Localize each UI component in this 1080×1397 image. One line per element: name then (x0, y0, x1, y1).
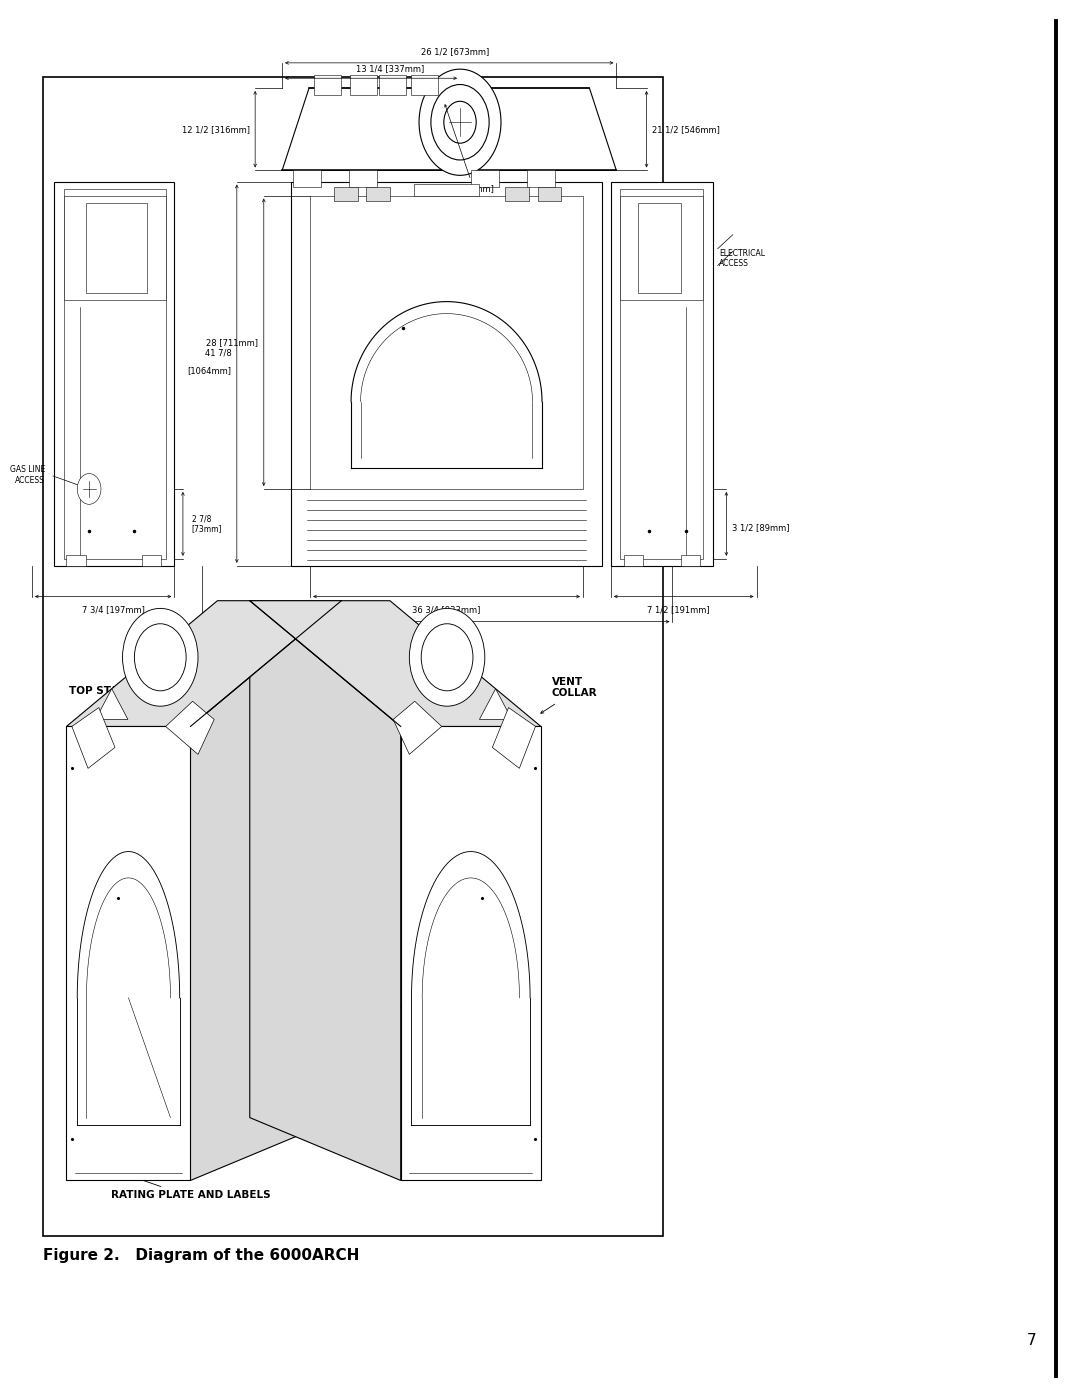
Bar (620, 189, 703, 559)
Circle shape (419, 68, 501, 176)
Bar (310, 196, 583, 489)
Text: TOP STANDOFFS: TOP STANDOFFS (69, 686, 165, 696)
Bar (141, 555, 161, 566)
Bar (334, 187, 357, 201)
Bar (471, 170, 499, 187)
Bar (505, 187, 529, 201)
Circle shape (78, 474, 100, 504)
Polygon shape (95, 689, 127, 719)
Text: HEAT SHIELD: HEAT SHIELD (411, 686, 488, 696)
Text: 47 5/8 [1209mm]: 47 5/8 [1209mm] (401, 630, 474, 638)
Bar (379, 75, 406, 95)
Polygon shape (249, 601, 401, 1180)
Bar (86, 203, 147, 293)
Text: ø8 5/8 [219mm]: ø8 5/8 [219mm] (427, 184, 494, 193)
Text: VENT
COLLAR: VENT COLLAR (552, 678, 597, 698)
Bar (293, 170, 321, 187)
Text: Figure 2.   Diagram of the 6000ARCH: Figure 2. Diagram of the 6000ARCH (43, 1248, 360, 1263)
Text: GAS CONTROLS: GAS CONTROLS (342, 1006, 433, 1016)
Text: 28 [711mm]: 28 [711mm] (206, 338, 258, 346)
Bar (611, 182, 714, 566)
Text: GLASS
DOOR: GLASS DOOR (309, 817, 347, 838)
Bar (681, 555, 701, 566)
Bar (65, 196, 165, 300)
Bar (43, 77, 663, 1236)
Bar (54, 182, 174, 566)
Text: 2 7/8
[73mm]: 2 7/8 [73mm] (191, 514, 222, 534)
Polygon shape (393, 701, 442, 754)
Text: 13 1/4 [337mm]: 13 1/4 [337mm] (355, 64, 424, 73)
Text: 26 1/2 [673mm]: 26 1/2 [673mm] (420, 47, 489, 56)
Polygon shape (249, 601, 541, 726)
Text: [1064mm]: [1064mm] (188, 366, 231, 376)
Polygon shape (190, 601, 341, 1180)
Text: 7: 7 (1027, 1333, 1037, 1348)
Text: 41 7/8: 41 7/8 (205, 348, 231, 358)
Bar (624, 555, 644, 566)
Circle shape (421, 623, 473, 692)
Polygon shape (165, 701, 214, 754)
Circle shape (431, 84, 489, 161)
Text: 36 3/4 [933mm]: 36 3/4 [933mm] (413, 605, 481, 613)
Bar (65, 189, 165, 559)
Circle shape (444, 102, 476, 144)
Polygon shape (492, 708, 536, 768)
Text: ELECTRICAL
ACCESS: ELECTRICAL ACCESS (719, 249, 765, 268)
Bar (291, 182, 603, 566)
Bar (366, 187, 390, 201)
Circle shape (122, 609, 198, 707)
Bar (401, 726, 541, 1180)
Polygon shape (480, 689, 512, 719)
Bar (415, 184, 478, 196)
Bar (638, 203, 681, 293)
Polygon shape (67, 601, 341, 726)
Polygon shape (282, 88, 617, 170)
Text: 7 1/2 [191mm]: 7 1/2 [191mm] (647, 605, 710, 613)
Bar (538, 187, 562, 201)
Polygon shape (72, 708, 114, 768)
Bar (620, 196, 703, 300)
Text: GAS LINE
ACCESS: GAS LINE ACCESS (10, 465, 45, 485)
Text: 21 1/2 [546mm]: 21 1/2 [546mm] (652, 124, 719, 134)
Bar (350, 75, 377, 95)
Circle shape (134, 623, 186, 692)
Text: RATING PLATE AND LABELS: RATING PLATE AND LABELS (110, 1190, 270, 1200)
Bar (314, 75, 341, 95)
Bar (67, 726, 190, 1180)
Text: 3 1/2 [89mm]: 3 1/2 [89mm] (732, 522, 789, 532)
Text: 12 1/2 [316mm]: 12 1/2 [316mm] (181, 124, 249, 134)
Bar (349, 170, 377, 187)
Text: 7 3/4 [197mm]: 7 3/4 [197mm] (82, 605, 146, 613)
Bar (67, 555, 86, 566)
Bar (527, 170, 555, 187)
Bar (411, 75, 438, 95)
Circle shape (409, 609, 485, 707)
